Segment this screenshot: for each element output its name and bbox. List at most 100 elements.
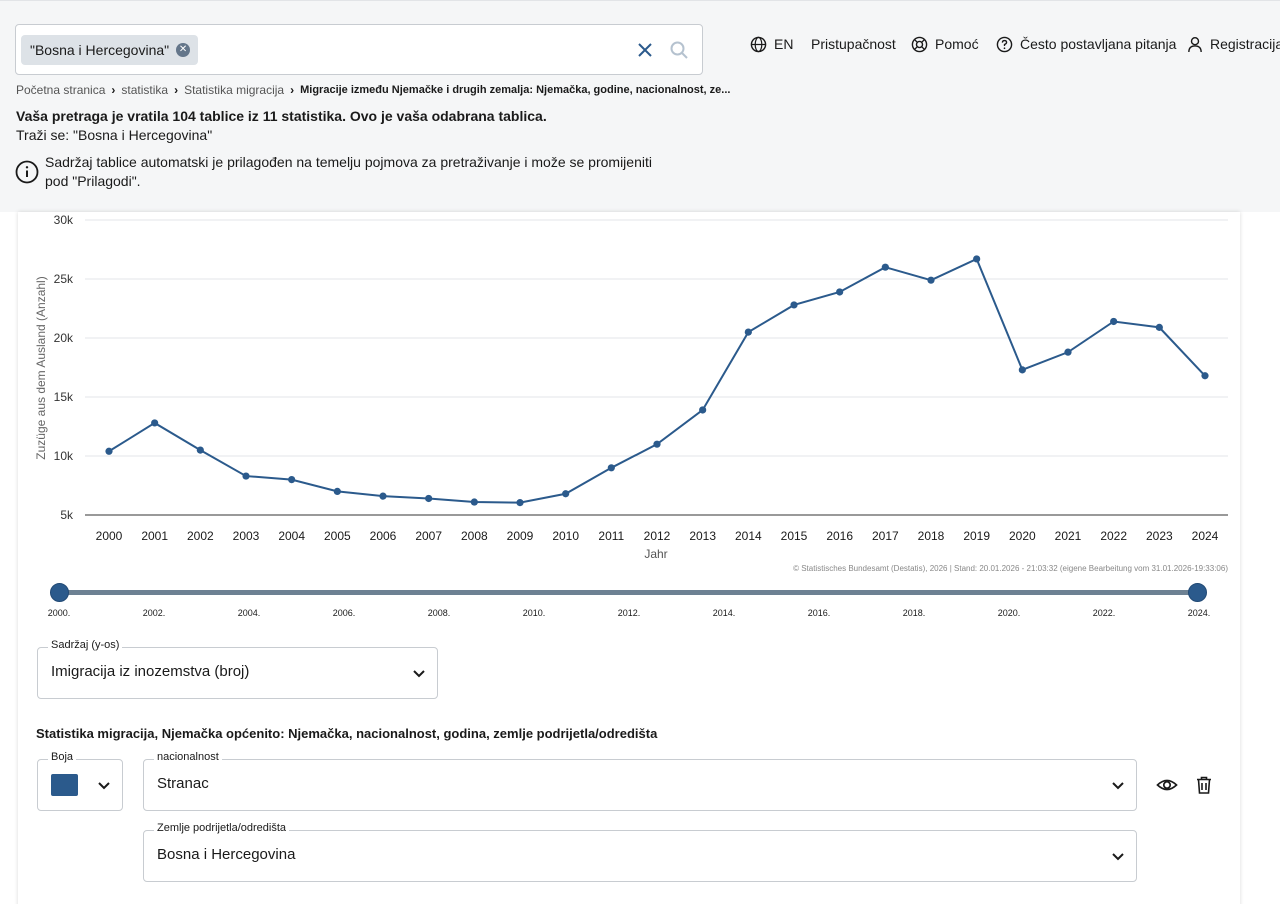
slider-tick-label: 2024. xyxy=(1187,608,1211,618)
range-start-handle[interactable] xyxy=(50,583,69,602)
y-tick-label: 25k xyxy=(54,272,74,286)
data-point xyxy=(1064,348,1072,356)
x-tick-label: 2011 xyxy=(598,529,624,543)
chevron-down-icon xyxy=(98,782,110,790)
country-label: Zemlje podrijetla/odredišta xyxy=(154,822,290,834)
slider-tick-label: 2018. xyxy=(902,608,926,618)
breadcrumb-current: Migracije između Njemačke i drugih zemal… xyxy=(300,84,731,96)
data-point xyxy=(470,498,478,506)
x-tick-label: 2024 xyxy=(1192,529,1219,543)
slider-tick-label: 2012. xyxy=(617,608,641,618)
question-icon xyxy=(996,36,1013,52)
help-link[interactable]: Pomoć xyxy=(911,33,979,55)
data-point xyxy=(242,472,250,480)
color-picker[interactable]: Boja xyxy=(37,751,123,811)
x-tick-label: 2015 xyxy=(781,529,808,543)
line-chart: 5k 10k 15k 20k 25k 30k 2000 2001 2002 2003 2004 200… xyxy=(34,213,1228,573)
x-tick-label: 2006 xyxy=(370,529,397,543)
country-select[interactable]: Zemlje podrijetla/odredišta Bosna i Herc… xyxy=(143,822,1137,882)
data-point xyxy=(196,446,204,454)
data-point xyxy=(333,487,341,495)
language-switch[interactable]: EN xyxy=(750,33,793,55)
breadcrumb-statistics[interactable]: statistika xyxy=(121,83,169,97)
search-icon[interactable] xyxy=(668,39,690,61)
nationality-label: nacionalnost xyxy=(154,751,222,763)
range-end-handle[interactable] xyxy=(1188,583,1207,602)
y-axis-title: Zuzüge aus dem Ausland (Anzahl) xyxy=(34,276,48,459)
series-line xyxy=(108,257,1206,504)
clear-search-icon[interactable] xyxy=(634,39,656,61)
data-point xyxy=(288,476,296,484)
info-icon xyxy=(15,160,39,184)
user-icon xyxy=(1188,36,1202,52)
y-axis-select-label: Sadržaj (y-os) xyxy=(48,639,123,651)
x-tick-label: 2000 xyxy=(96,529,123,543)
faq-link[interactable]: Često postavljana pitanja xyxy=(996,33,1176,55)
breadcrumb-migration[interactable]: Statistika migracija xyxy=(184,83,285,97)
accessibility-label: Pristupačnost xyxy=(811,36,896,52)
x-tick-label: 2023 xyxy=(1146,529,1173,543)
data-point xyxy=(744,328,752,336)
nationality-value: Stranac xyxy=(157,775,209,792)
chevron-right-icon: › xyxy=(174,83,179,97)
accessibility-link[interactable]: Pristupačnost xyxy=(811,33,896,55)
country-value: Bosna i Hercegovina xyxy=(157,846,296,863)
data-point xyxy=(562,490,570,498)
register-link[interactable]: Registracija xyxy=(1187,33,1280,55)
x-tick-label: 2021 xyxy=(1055,529,1082,543)
y-tick-label: 5k xyxy=(60,508,74,522)
chevron-right-icon: › xyxy=(290,83,295,97)
y-tick-label: 10k xyxy=(54,449,74,463)
eye-icon[interactable] xyxy=(1156,774,1178,796)
data-point xyxy=(379,492,387,500)
slider-tick-label: 2000. xyxy=(47,608,71,618)
x-tick-label: 2003 xyxy=(233,529,260,543)
trash-icon[interactable] xyxy=(1193,774,1215,796)
chevron-right-icon: › xyxy=(111,83,116,97)
data-point xyxy=(1201,372,1209,380)
data-point xyxy=(1018,366,1026,374)
source-note: © Statistisches Bundesamt (Destatis), 20… xyxy=(793,564,1228,573)
slider-tick-label: 2014. xyxy=(712,608,736,618)
globe-icon xyxy=(750,36,767,52)
x-tick-label: 2002 xyxy=(187,529,214,543)
faq-label: Često postavljana pitanja xyxy=(1020,36,1177,52)
slider-tick-label: 2010. xyxy=(522,608,546,618)
x-tick-label: 2014 xyxy=(735,529,762,543)
x-tick-label: 2018 xyxy=(918,529,945,543)
results-title: Vaša pretraga je vratila 104 tablice iz … xyxy=(16,108,547,124)
data-point xyxy=(973,255,981,263)
x-tick-label: 2001 xyxy=(141,529,168,543)
search-input[interactable]: "Bosna i Hercegovina" ✕ xyxy=(15,24,703,75)
x-axis-title: Jahr xyxy=(644,547,667,561)
year-range-slider[interactable] xyxy=(59,590,1198,595)
slider-tick-label: 2006. xyxy=(332,608,356,618)
x-tick-label: 2007 xyxy=(415,529,442,543)
slider-labels: 2000. 2002. 2004. 2006. 2008. 2010. 2012. 2014.… xyxy=(0,608,1280,620)
slider-tick-label: 2022. xyxy=(1092,608,1116,618)
data-point xyxy=(516,499,524,507)
slider-tick-label: 2016. xyxy=(807,608,831,618)
data-point xyxy=(881,263,889,271)
data-point xyxy=(425,494,433,503)
data-point xyxy=(1110,317,1118,326)
search-term-text: Traži se: "Bosna i Hercegovina" xyxy=(16,127,213,143)
slider-tick-label: 2008. xyxy=(427,608,451,618)
data-point xyxy=(607,464,615,472)
y-axis-content-select[interactable]: Sadržaj (y-os) Imigracija iz inozemstva … xyxy=(37,639,438,699)
x-tick-label: 2016 xyxy=(826,529,853,543)
search-chip[interactable]: "Bosna i Hercegovina" ✕ xyxy=(21,35,199,65)
search-header: "Bosna i Hercegovina" ✕ EN Pristupačnost… xyxy=(0,0,1280,212)
x-tick-label: 2022 xyxy=(1100,529,1127,543)
data-point xyxy=(1155,323,1163,331)
color-swatch xyxy=(51,774,78,796)
chip-remove-icon[interactable]: ✕ xyxy=(176,43,191,57)
chevron-down-icon xyxy=(1112,853,1124,861)
nationality-select[interactable]: nacionalnost Stranac xyxy=(143,751,1137,811)
breadcrumb: Početna stranica › statistika › Statisti… xyxy=(16,83,730,97)
data-point xyxy=(105,447,113,455)
chevron-down-icon xyxy=(413,670,425,678)
breadcrumb-home[interactable]: Početna stranica xyxy=(16,83,106,97)
chevron-down-icon xyxy=(1112,782,1124,790)
register-label: Registracija xyxy=(1210,36,1280,52)
